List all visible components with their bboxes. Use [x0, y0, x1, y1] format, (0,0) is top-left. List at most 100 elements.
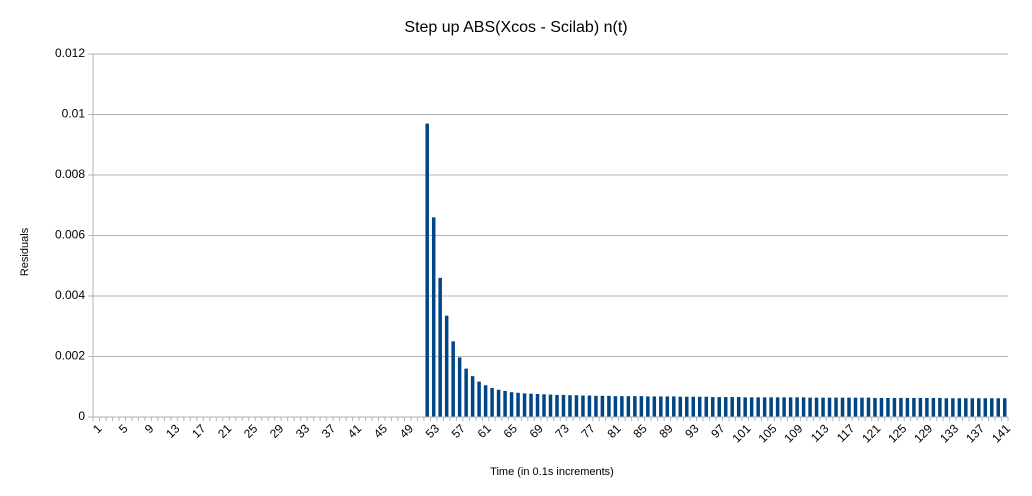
x-tick-label: 109: [781, 421, 805, 445]
bar: [918, 397, 923, 417]
x-tick-label: 81: [604, 421, 624, 441]
bar: [795, 397, 799, 417]
bar: [775, 397, 780, 417]
bar: [496, 389, 501, 417]
x-tick-label: 129: [911, 421, 935, 445]
bar: [483, 385, 488, 417]
y-tick-label: 0.008: [55, 167, 85, 181]
bar: [951, 398, 955, 417]
y-tick-label: 0.012: [55, 46, 85, 60]
y-tick-label: 0: [78, 409, 85, 423]
chart-title: Step up ABS(Xcos - Scilab) n(t): [404, 19, 627, 36]
bar: [847, 397, 851, 417]
x-tick-label: 141: [989, 421, 1013, 445]
bar: [834, 397, 838, 417]
bar: [1003, 398, 1007, 417]
y-axis-label: Residuals: [19, 227, 31, 276]
x-tick-label: 33: [293, 421, 313, 441]
x-tick-label: 89: [656, 421, 676, 441]
bar: [691, 396, 696, 417]
x-tick-label: 117: [834, 421, 858, 445]
bar: [548, 394, 553, 417]
bar: [555, 394, 559, 417]
x-axis-label: Time (in 0.1s increments): [490, 466, 614, 478]
bar: [665, 396, 670, 417]
bar: [425, 123, 429, 417]
bar: [561, 394, 566, 417]
bar: [723, 397, 728, 417]
bar: [977, 398, 981, 417]
bar: [866, 397, 871, 417]
bar: [853, 397, 858, 417]
x-tick-label: 17: [189, 421, 209, 441]
x-tick-label: 93: [682, 421, 702, 441]
bar: [470, 376, 475, 417]
bar: [808, 397, 812, 417]
bar: [925, 397, 929, 417]
bar: [762, 397, 767, 417]
bar: [769, 397, 773, 417]
x-tick-label: 105: [755, 421, 779, 445]
bar: [996, 398, 1001, 417]
bar: [873, 397, 877, 417]
bar: [698, 396, 702, 417]
bar: [983, 398, 988, 417]
x-tick-label: 45: [371, 421, 391, 441]
x-tick-label: 21: [215, 421, 235, 441]
bar: [860, 397, 864, 417]
x-tick-label: 97: [708, 421, 728, 441]
bar: [600, 395, 605, 417]
x-tick-label: 57: [449, 421, 469, 441]
bar: [788, 397, 793, 417]
bar: [438, 277, 442, 417]
bar: [814, 397, 819, 417]
bar: [756, 397, 760, 417]
x-tick-label: 13: [163, 421, 183, 441]
bar: [522, 393, 527, 417]
bar: [990, 398, 994, 417]
x-tick-label: 113: [808, 421, 832, 445]
bar: [938, 397, 942, 417]
bar: [840, 397, 845, 417]
bar: [509, 392, 514, 417]
y-tick-label: 0.004: [55, 288, 85, 302]
x-tick-label: 25: [241, 421, 261, 441]
x-tick-label: 61: [475, 421, 495, 441]
bar: [613, 396, 618, 417]
x-tick-label: 137: [963, 421, 987, 445]
bar: [574, 395, 579, 417]
x-tick-label: 1: [90, 421, 105, 436]
bar: [529, 393, 533, 417]
bar: [710, 397, 715, 417]
bar: [659, 396, 663, 417]
x-tick-label: 5: [116, 421, 131, 436]
bar: [568, 395, 572, 417]
bar: [827, 397, 832, 417]
x-tick-label: 73: [552, 421, 572, 441]
bar: [646, 396, 650, 417]
bar: [607, 395, 611, 417]
bar: [516, 392, 520, 417]
bar: [639, 396, 644, 417]
bar: [464, 368, 468, 417]
x-tick-label: 77: [578, 421, 598, 441]
y-tick-label: 0.01: [62, 107, 86, 121]
bar: [717, 397, 721, 417]
bar: [672, 396, 676, 417]
x-tick-label: 49: [397, 421, 417, 441]
bar: [594, 395, 598, 417]
bar: [905, 397, 910, 417]
bar: [957, 398, 962, 417]
bar: [685, 396, 689, 417]
bar: [581, 395, 585, 417]
bar: [503, 390, 507, 417]
bar: [477, 381, 481, 417]
bar: [704, 396, 708, 417]
bar: [743, 397, 747, 417]
bar: [782, 397, 786, 417]
bar: [542, 394, 546, 417]
bar: [444, 315, 449, 417]
x-tick-label: 29: [267, 421, 287, 441]
bar: [736, 397, 741, 417]
